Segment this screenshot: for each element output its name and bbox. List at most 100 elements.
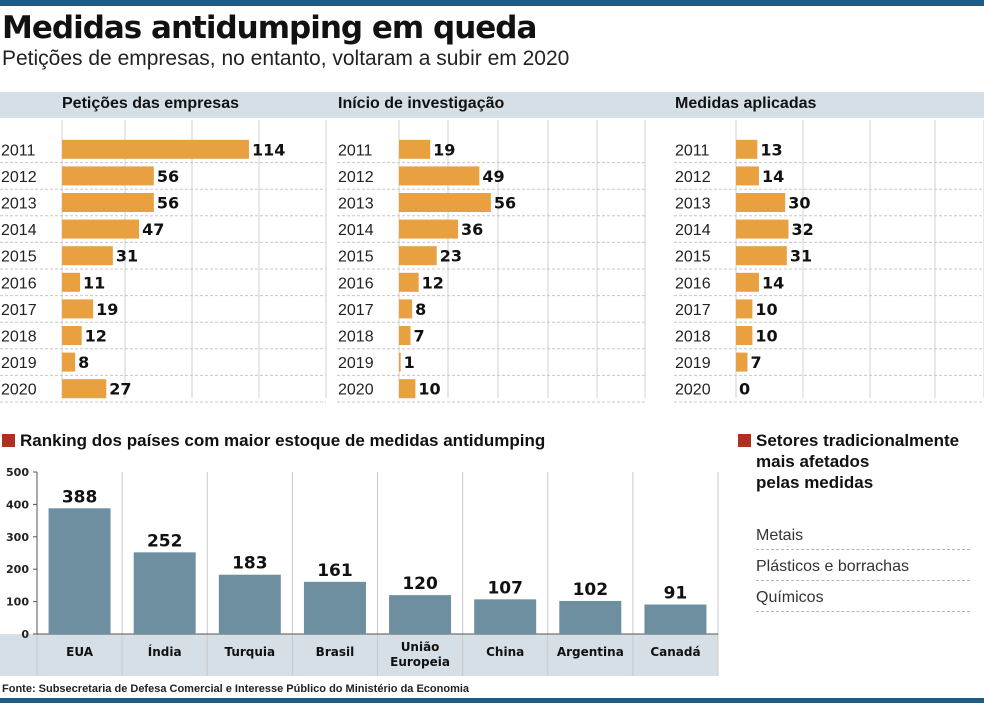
bar-value-label: 56 [157, 194, 179, 213]
bar-value-label: 7 [413, 327, 424, 346]
ranking-heading: Ranking dos países com maior estoque de … [2, 430, 545, 451]
y-tick-label: 500 [6, 466, 29, 479]
x-tick-label: Canadá [650, 645, 700, 659]
bar-value-label: 14 [762, 167, 784, 186]
y-tick-label: 200 [6, 563, 29, 576]
bar-value-label: 388 [62, 487, 98, 507]
bar-value-label: 23 [440, 247, 462, 266]
sectors-heading-line-3: pelas medidas [756, 473, 874, 492]
sectors-heading-line-2: mais afetados [756, 452, 870, 471]
panel-header-band: Petições das empresas Início de investig… [0, 92, 984, 118]
bar-value-label: 120 [402, 574, 438, 594]
bar-value-label: 10 [755, 327, 777, 346]
sector-item-metais: Metais [756, 522, 970, 550]
year-label: 2018 [1, 329, 37, 346]
bar [736, 219, 789, 239]
year-label: 2016 [1, 275, 37, 292]
bar-value-label: 12 [422, 273, 444, 292]
bar [133, 552, 196, 634]
source-note: Fonte: Subsecretaria de Defesa Comercial… [2, 683, 470, 695]
bar [218, 574, 281, 634]
ranking-heading-text: Ranking dos países com maior estoque de … [20, 431, 546, 450]
bar [399, 272, 419, 292]
sector-item-plasticos: Plásticos e borrachas [756, 553, 970, 581]
bar-value-label: 30 [788, 194, 810, 213]
x-tick-label: EUA [66, 645, 94, 659]
bar-value-label: 102 [573, 580, 609, 600]
year-label: 2014 [338, 222, 374, 239]
bar-value-label: 19 [433, 140, 455, 159]
year-label: 2018 [675, 329, 711, 346]
year-label: 2014 [1, 222, 37, 239]
bar [62, 326, 82, 345]
bar-value-label: 161 [317, 561, 353, 581]
bar-value-label: 91 [664, 584, 688, 604]
year-label: 2013 [1, 196, 37, 213]
x-tick-label: Argentina [557, 645, 624, 659]
bar-value-label: 56 [494, 194, 516, 213]
bar [399, 379, 416, 399]
bar [736, 272, 759, 292]
year-label: 2020 [675, 382, 711, 399]
sectors-heading: Setores tradicionalmente mais afetados p… [738, 430, 959, 493]
bar [736, 139, 758, 159]
bar [559, 600, 622, 634]
year-label: 2018 [338, 329, 374, 346]
bar-value-label: 19 [96, 300, 118, 319]
bar [399, 326, 411, 345]
bar-value-label: 49 [482, 167, 504, 186]
chart-title: Medidas antidumping em queda [2, 10, 537, 46]
bar [48, 508, 111, 634]
ranking-heading-square [2, 434, 15, 447]
bar [389, 595, 452, 634]
year-label: 2015 [675, 249, 711, 266]
y-tick-label: 100 [6, 596, 29, 609]
top-rule [0, 0, 984, 6]
year-label: 2015 [338, 249, 374, 266]
bar [399, 139, 431, 159]
bar-value-label: 10 [418, 380, 440, 399]
year-label: 2013 [338, 196, 374, 213]
bar-value-label: 252 [147, 531, 183, 551]
bar-value-label: 107 [487, 578, 523, 598]
bar [62, 246, 113, 266]
year-label: 2017 [338, 302, 374, 319]
bar-value-label: 36 [461, 220, 483, 239]
year-label: 2012 [1, 169, 37, 186]
bar-value-label: 8 [415, 300, 426, 319]
bar [399, 219, 459, 239]
y-tick-label: 0 [21, 628, 29, 641]
bar [399, 193, 491, 212]
year-label: 2019 [675, 355, 711, 372]
bar [474, 599, 537, 634]
bar [644, 604, 707, 634]
chart-subtitle: Petições de empresas, no entanto, voltar… [2, 47, 570, 70]
bar-value-label: 31 [790, 247, 812, 266]
year-label: 2012 [675, 169, 711, 186]
bar [736, 193, 786, 212]
year-label: 2011 [1, 142, 36, 159]
y-tick-label: 400 [6, 498, 29, 511]
sectors-heading-line-1: Setores tradicionalmente [756, 431, 960, 450]
bar-value-label: 31 [116, 247, 138, 266]
bar [62, 299, 94, 319]
bar-value-label: 8 [78, 353, 89, 372]
sector-item-quimicos: Químicos [756, 584, 970, 612]
bar [62, 272, 81, 292]
x-tick-label: Europeia [390, 655, 450, 669]
panel-title-peticoes: Petições das empresas [62, 95, 239, 112]
bar [62, 139, 249, 159]
bar [62, 219, 140, 239]
bar-value-label: 27 [109, 380, 131, 399]
bar-value-label: 14 [762, 273, 784, 292]
x-tick-label: Turquia [224, 645, 275, 659]
bar-value-label: 1 [404, 353, 415, 372]
bar [62, 352, 76, 372]
year-label: 2017 [675, 302, 711, 319]
bar-value-label: 12 [85, 327, 107, 346]
year-label: 2020 [1, 382, 37, 399]
bar [736, 166, 759, 186]
year-label: 2015 [1, 249, 37, 266]
bar [399, 166, 480, 186]
year-label: 2013 [675, 196, 711, 213]
